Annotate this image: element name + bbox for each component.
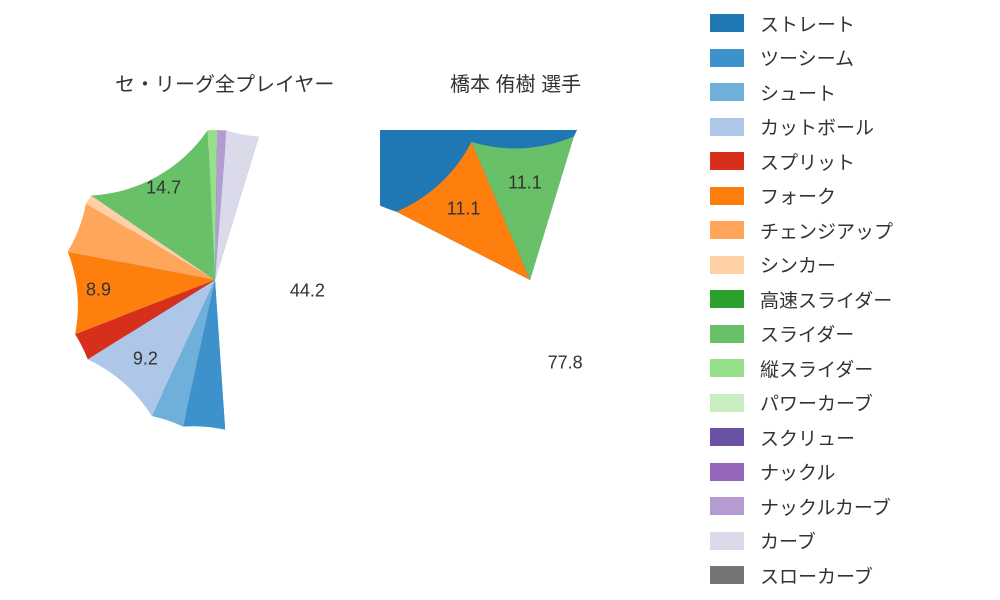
legend-label: 縦スライダー <box>760 355 873 382</box>
legend-item: シュート <box>710 75 990 110</box>
legend-label: スライダー <box>760 320 854 347</box>
legend-swatch <box>710 152 744 170</box>
legend-label: チェンジアップ <box>760 217 893 244</box>
legend-swatch <box>710 221 744 239</box>
legend-label: ストレート <box>760 10 855 37</box>
legend-item: スローカーブ <box>710 558 990 593</box>
legend-label: カーブ <box>760 527 816 554</box>
legend-swatch <box>710 532 744 550</box>
legend-item: ナックルカーブ <box>710 489 990 524</box>
legend-swatch <box>710 290 744 308</box>
legend-swatch <box>710 359 744 377</box>
legend-label: スローカーブ <box>760 562 873 589</box>
legend-item: カーブ <box>710 524 990 559</box>
legend-swatch <box>710 83 744 101</box>
legend-label: パワーカーブ <box>760 389 873 416</box>
legend-swatch <box>710 497 744 515</box>
legend-label: ナックル <box>760 458 835 485</box>
legend: ストレートツーシームシュートカットボールスプリットフォークチェンジアップシンカー… <box>710 6 990 593</box>
legend-item: ナックル <box>710 455 990 490</box>
legend-label: ツーシーム <box>760 44 854 71</box>
chart-container: セ・リーグ全プレイヤー 橋本 侑樹 選手 44.29.28.914.7 77.8… <box>0 0 1000 600</box>
legend-swatch <box>710 463 744 481</box>
legend-label: カットボール <box>760 113 874 140</box>
legend-item: 縦スライダー <box>710 351 990 386</box>
legend-label: 高速スライダー <box>760 286 892 313</box>
legend-swatch <box>710 256 744 274</box>
legend-label: シュート <box>760 79 836 106</box>
league-chart-title: セ・リーグ全プレイヤー <box>115 68 334 97</box>
legend-item: ツーシーム <box>710 41 990 76</box>
legend-item: カットボール <box>710 110 990 145</box>
player-chart-title: 橋本 侑樹 選手 <box>450 68 581 97</box>
pie-svg <box>380 130 680 430</box>
legend-swatch <box>710 428 744 446</box>
pie-svg <box>65 130 365 430</box>
legend-item: ストレート <box>710 6 990 41</box>
legend-item: スプリット <box>710 144 990 179</box>
legend-swatch <box>710 566 744 584</box>
legend-swatch <box>710 14 744 32</box>
legend-item: シンカー <box>710 248 990 283</box>
legend-swatch <box>710 118 744 136</box>
legend-item: スライダー <box>710 317 990 352</box>
legend-swatch <box>710 187 744 205</box>
legend-item: スクリュー <box>710 420 990 455</box>
legend-label: シンカー <box>760 251 836 278</box>
league-pie-chart: 44.29.28.914.7 <box>65 130 365 430</box>
legend-swatch <box>710 394 744 412</box>
legend-item: チェンジアップ <box>710 213 990 248</box>
legend-label: スクリュー <box>760 424 855 451</box>
legend-label: スプリット <box>760 148 855 175</box>
player-pie-chart: 77.811.111.1 <box>380 130 680 430</box>
legend-item: フォーク <box>710 179 990 214</box>
legend-label: ナックルカーブ <box>760 493 891 520</box>
legend-swatch <box>710 325 744 343</box>
legend-label: フォーク <box>760 182 836 209</box>
legend-item: 高速スライダー <box>710 282 990 317</box>
legend-item: パワーカーブ <box>710 386 990 421</box>
legend-swatch <box>710 49 744 67</box>
